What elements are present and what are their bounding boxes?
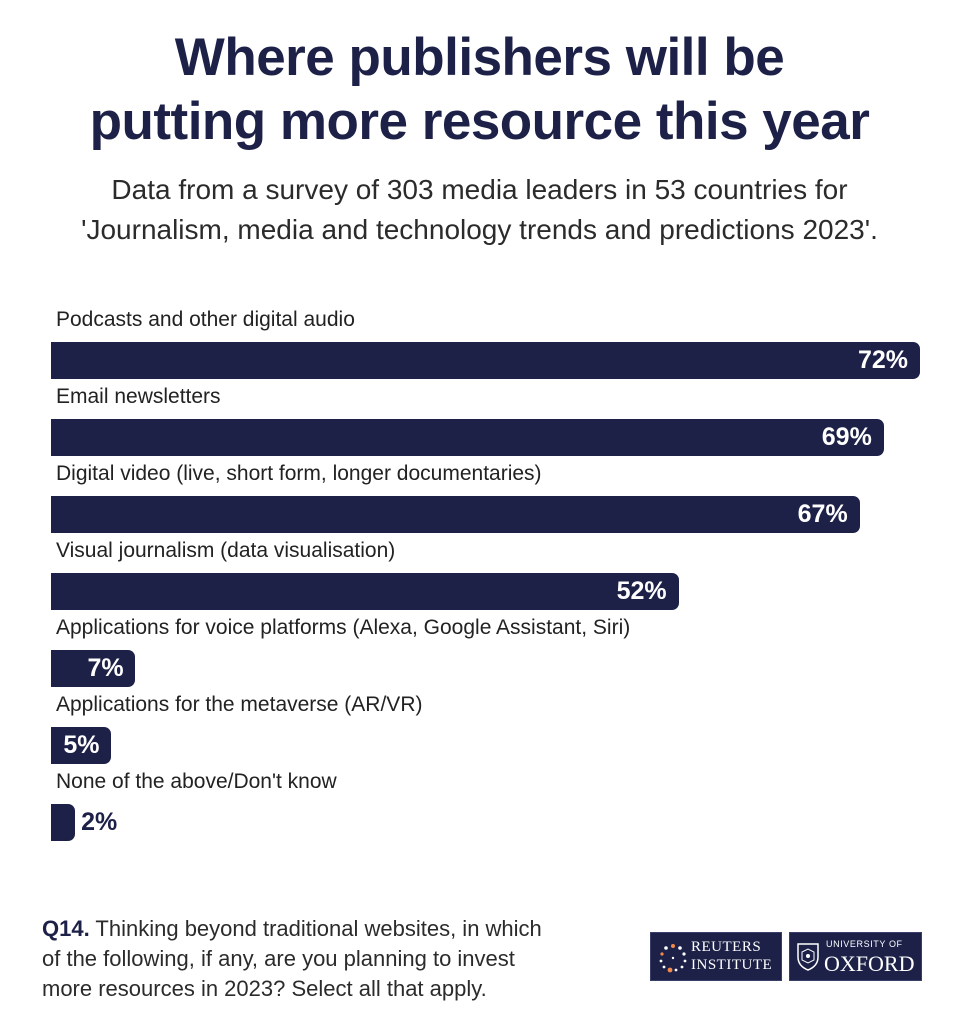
oxford-crest-icon: [797, 943, 819, 971]
university-of-oxford-logo: UNIVERSITY OF OXFORD: [789, 932, 922, 981]
category-label: None of the above/Don't know: [56, 770, 337, 793]
subtitle-line-2: 'Journalism, media and technology trends…: [81, 214, 878, 245]
category-label: Applications for the metaverse (AR/VR): [56, 693, 423, 716]
value-label: 7%: [87, 654, 124, 682]
category-label: Digital video (live, short form, longer …: [56, 462, 542, 485]
title-line-2: putting more resource this year: [89, 92, 870, 151]
oxford-logo-line-2: OXFORD: [824, 951, 915, 976]
survey-question: Q14. Thinking beyond traditional website…: [42, 914, 612, 1004]
bar: [51, 573, 679, 610]
bar: [51, 804, 76, 841]
reuters-logo-line-2: INSTITUTE: [691, 957, 773, 973]
chart-subtitle: Data from a survey of 303 media leaders …: [0, 170, 959, 250]
question-line-1: Thinking beyond traditional websites, in…: [95, 916, 542, 941]
value-label: 2%: [81, 808, 118, 836]
subtitle-line-1: Data from a survey of 303 media leaders …: [111, 174, 848, 205]
question-line-2: of the following, if any, are you planni…: [42, 946, 515, 971]
title-line-1: Where publishers will be: [174, 28, 785, 87]
bar: [51, 496, 860, 533]
category-label: Email newsletters: [56, 385, 221, 408]
question-code: Q14.: [42, 916, 90, 941]
oxford-logo-line-1: UNIVERSITY OF: [826, 939, 903, 949]
question-line-3: more resources in 2023? Select all that …: [42, 976, 487, 1001]
category-label: Podcasts and other digital audio: [56, 308, 355, 331]
reuters-logo-line-1: REUTERS: [691, 939, 762, 955]
value-label: 52%: [616, 577, 667, 605]
category-label: Visual journalism (data visualisation): [56, 539, 396, 562]
value-label: 67%: [797, 500, 848, 528]
value-label: 72%: [858, 346, 909, 374]
category-label: Applications for voice platforms (Alexa,…: [56, 616, 631, 639]
value-label: 5%: [63, 731, 100, 759]
bar: [51, 727, 112, 764]
chart-title: Where publishers will be putting more re…: [0, 26, 959, 154]
value-label: 69%: [821, 423, 872, 451]
bar: [51, 342, 920, 379]
reuters-institute-logo: REUTERS INSTITUTE: [650, 932, 782, 981]
bar: [51, 650, 136, 687]
reuters-dots-icon: [659, 944, 687, 973]
bar: [51, 419, 884, 456]
bar-chart: Podcasts and other digital audio 72% Email…: [0, 300, 959, 860]
